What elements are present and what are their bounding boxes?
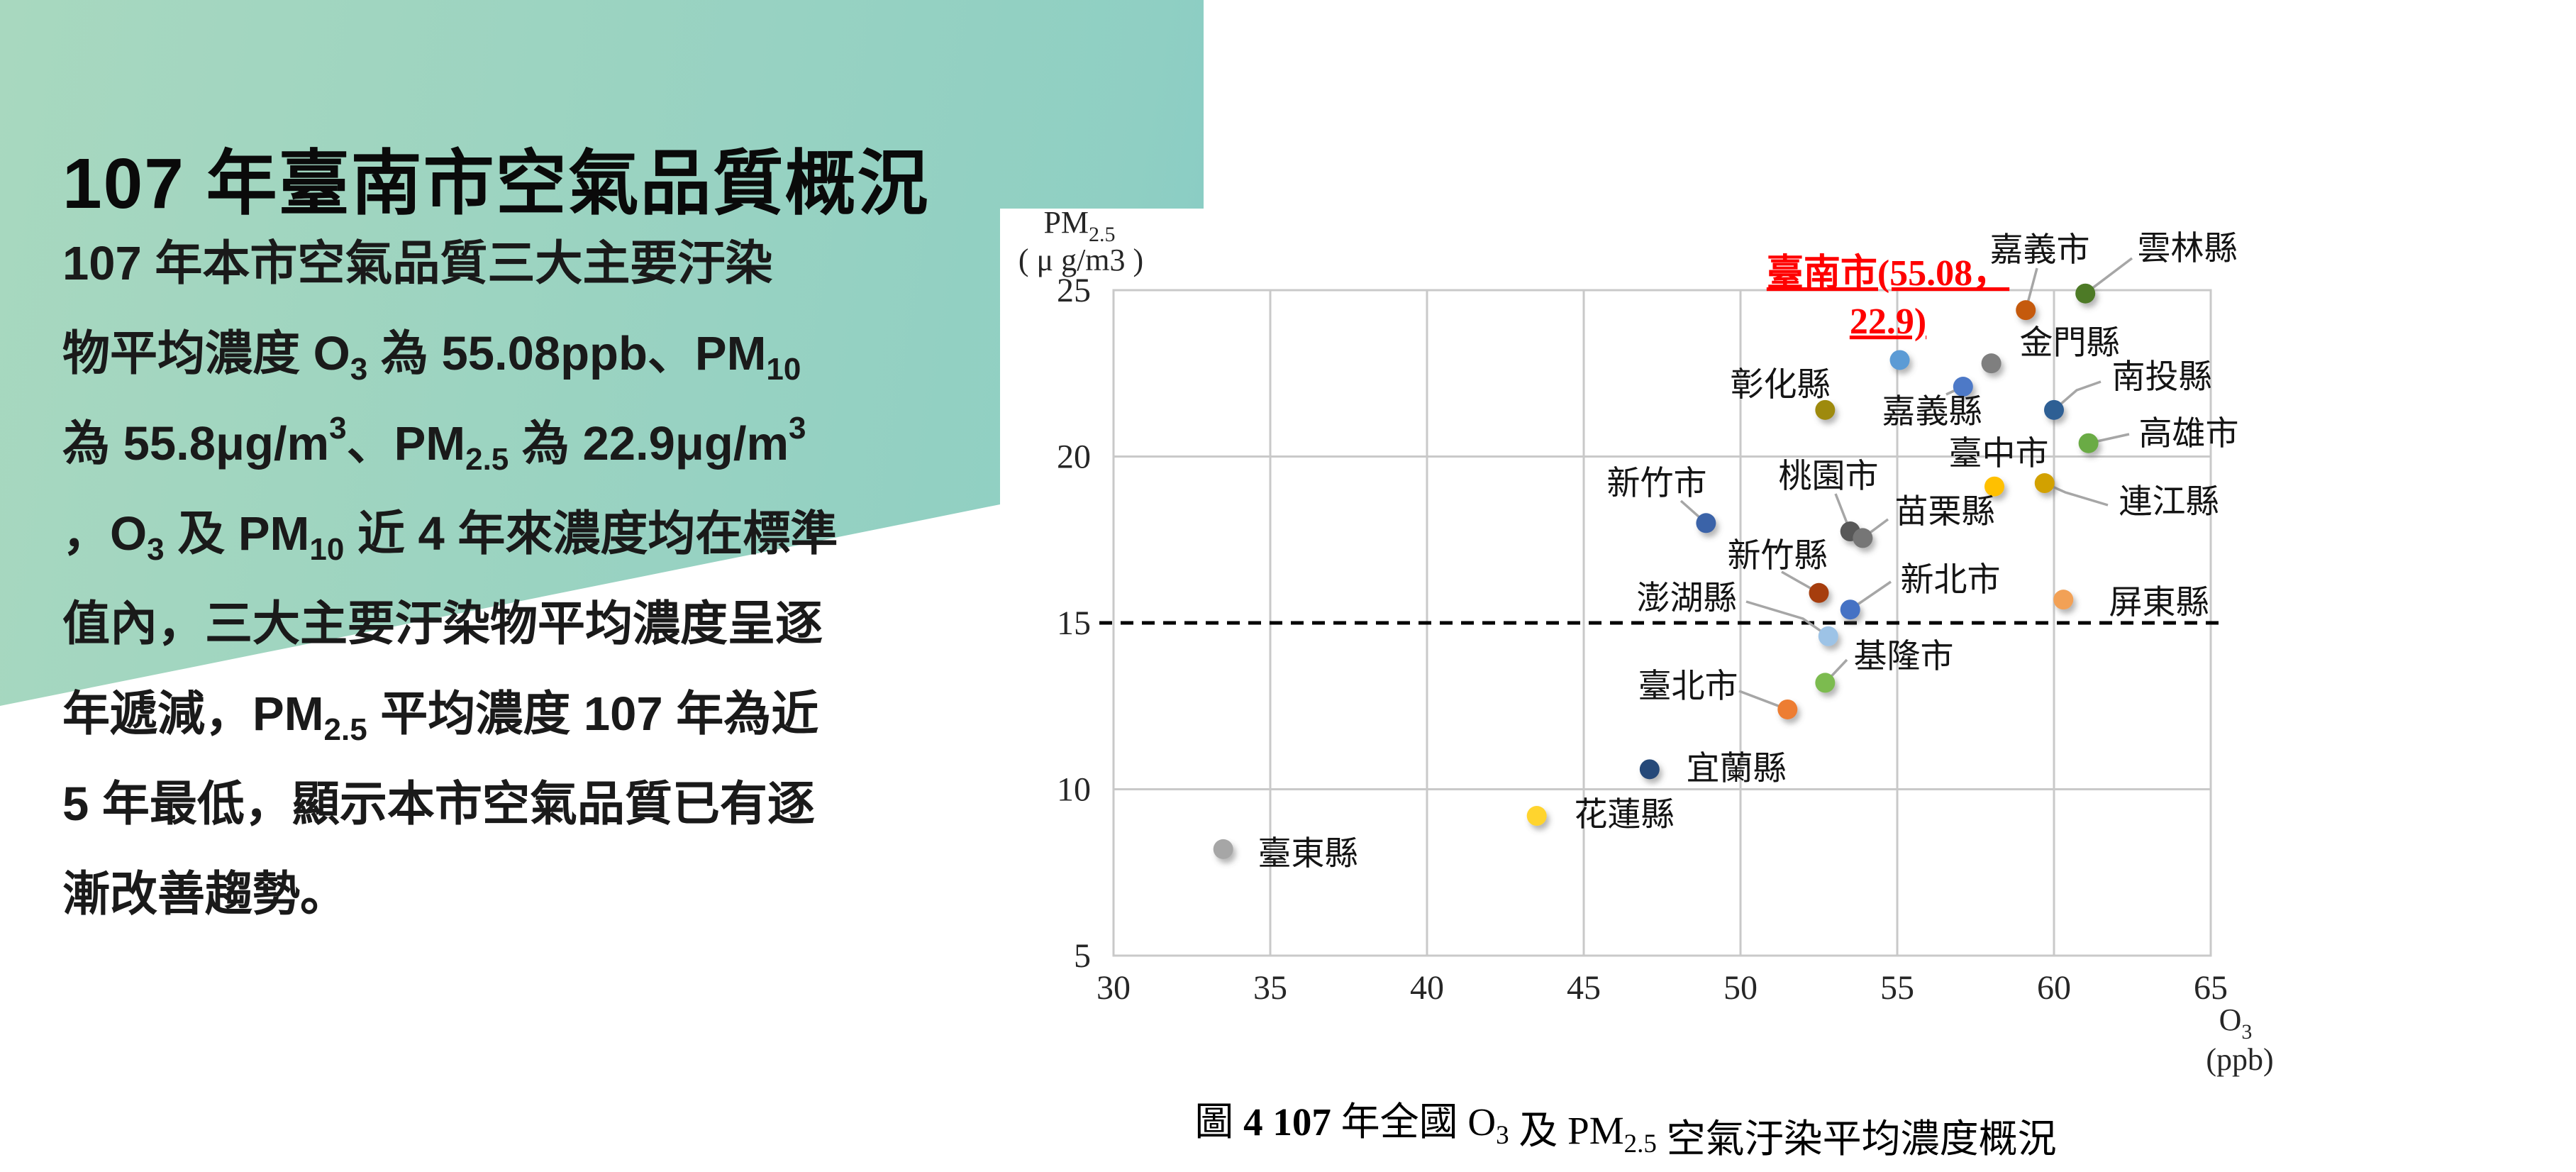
paragraph-line: 漸改善趨勢。 (62, 868, 348, 921)
paragraph-line: 5 年最低，顯示本市空氣品質已有逐 (62, 778, 815, 831)
y-tick-label: 5 (1074, 937, 1091, 975)
data-point-屏東縣 (2053, 590, 2074, 610)
point-label-屏東縣: 屏東縣 (2109, 585, 2209, 621)
point-label-臺北市: 臺北市 (1638, 668, 1738, 705)
x-tick-label: 50 (1723, 969, 1758, 1007)
data-point-新竹縣 (1809, 582, 1829, 603)
data-point-臺南市 (1889, 350, 1910, 370)
point-label-嘉義縣: 嘉義縣 (1882, 394, 1982, 431)
data-point-連江縣 (2034, 473, 2055, 494)
y-tick-label: 25 (1057, 272, 1091, 309)
data-point-金門縣 (1981, 353, 2002, 374)
point-label-高雄市: 高雄市 (2139, 416, 2239, 453)
data-point-新北市 (1840, 599, 1860, 620)
point-label-嘉義市: 嘉義市 (1990, 232, 2090, 269)
x-tick-label: 65 (2194, 969, 2228, 1007)
point-label-南投縣: 南投縣 (2112, 359, 2212, 396)
tainan-annotation-line: 臺南市(55.08， (1767, 253, 2009, 294)
data-point-臺北市 (1777, 699, 1798, 719)
page-title: 107 年臺南市空氣品質概況 (62, 144, 930, 223)
y-axis-title: PM2.5 (1043, 205, 1115, 246)
data-point-臺東縣 (1213, 839, 1233, 859)
data-point-基隆市 (1815, 673, 1836, 693)
y-axis-title: ( μ g/m3 ) (1018, 243, 1143, 277)
x-tick-label: 40 (1410, 969, 1444, 1007)
point-label-金門縣: 金門縣 (2020, 325, 2120, 362)
point-label-彰化縣: 彰化縣 (1731, 367, 1831, 404)
point-label-基隆市: 基隆市 (1854, 638, 1954, 675)
x-tick-label: 30 (1097, 969, 1131, 1007)
data-point-南投縣 (2044, 399, 2064, 420)
point-label-新北市: 新北市 (1901, 562, 2001, 599)
data-point-嘉義市 (2016, 300, 2036, 321)
x-tick-label: 55 (1880, 969, 1914, 1007)
paragraph-line: 為 55.8μg/m3、PM2.5 為 22.9μg/m3 (62, 411, 806, 477)
point-label-連江縣: 連江縣 (2119, 484, 2219, 521)
summary-paragraph: 107 年本市空氣品質三大主要汙染物平均濃度 O3 為 55.08ppb、PM1… (62, 219, 1013, 939)
data-point-宜蘭縣 (1639, 759, 1660, 780)
paragraph-line: 值內，三大主要汙染物平均濃度呈逐 (62, 597, 823, 651)
tainan-annotation-line: 22.9) (1850, 302, 1926, 342)
data-point-高雄市 (2078, 433, 2099, 453)
data-point-嘉義縣 (1953, 377, 1973, 397)
point-label-臺東縣: 臺東縣 (1258, 836, 1358, 873)
x-axis-title: (ppb) (2206, 1042, 2273, 1077)
data-point-臺中市 (1984, 476, 2005, 497)
data-point-澎湖縣 (1818, 626, 1838, 646)
point-label-桃園市: 桃園市 (1779, 458, 1879, 495)
y-tick-label: 15 (1057, 604, 1091, 642)
point-label-新竹縣: 新竹縣 (1728, 538, 1828, 575)
chart-caption: 圖 4 107 年全國 O3 及 PM2.5 空氣汙染平均濃度概況 (1194, 1100, 2056, 1161)
point-label-花蓮縣: 花蓮縣 (1575, 797, 1675, 834)
paragraph-line: 年遞減，PM2.5 平均濃度 107 年為近 (62, 687, 819, 747)
x-tick-label: 35 (1253, 969, 1287, 1007)
paragraph-line: 107 年本市空氣品質三大主要汙染 (62, 237, 773, 290)
data-point-新竹市 (1696, 513, 1716, 534)
leader-line (2053, 380, 2102, 411)
point-label-臺中市: 臺中市 (1949, 436, 2049, 472)
data-point-彰化縣 (1815, 399, 1836, 420)
point-label-雲林縣: 雲林縣 (2138, 231, 2238, 267)
leader-line (1745, 600, 1829, 638)
x-tick-label: 60 (2037, 969, 2071, 1007)
y-tick-label: 20 (1057, 438, 1091, 476)
paragraph-line: ，O3 及 PM10 近 4 年來濃度均在標準 (62, 507, 838, 567)
x-tick-label: 45 (1567, 969, 1601, 1007)
point-label-宜蘭縣: 宜蘭縣 (1687, 751, 1787, 787)
data-point-雲林縣 (2075, 283, 2096, 304)
data-point-花蓮縣 (1526, 806, 1547, 827)
point-label-澎湖縣: 澎湖縣 (1637, 580, 1737, 617)
paragraph-line: 物平均濃度 O3 為 55.08ppb、PM10 (62, 327, 801, 387)
y-tick-label: 10 (1057, 771, 1091, 809)
point-label-苗栗縣: 苗栗縣 (1895, 494, 1995, 531)
point-label-新竹市: 新竹市 (1607, 465, 1707, 502)
data-point-苗栗縣 (1853, 528, 1873, 548)
x-axis-title: O3 (2219, 1002, 2253, 1044)
